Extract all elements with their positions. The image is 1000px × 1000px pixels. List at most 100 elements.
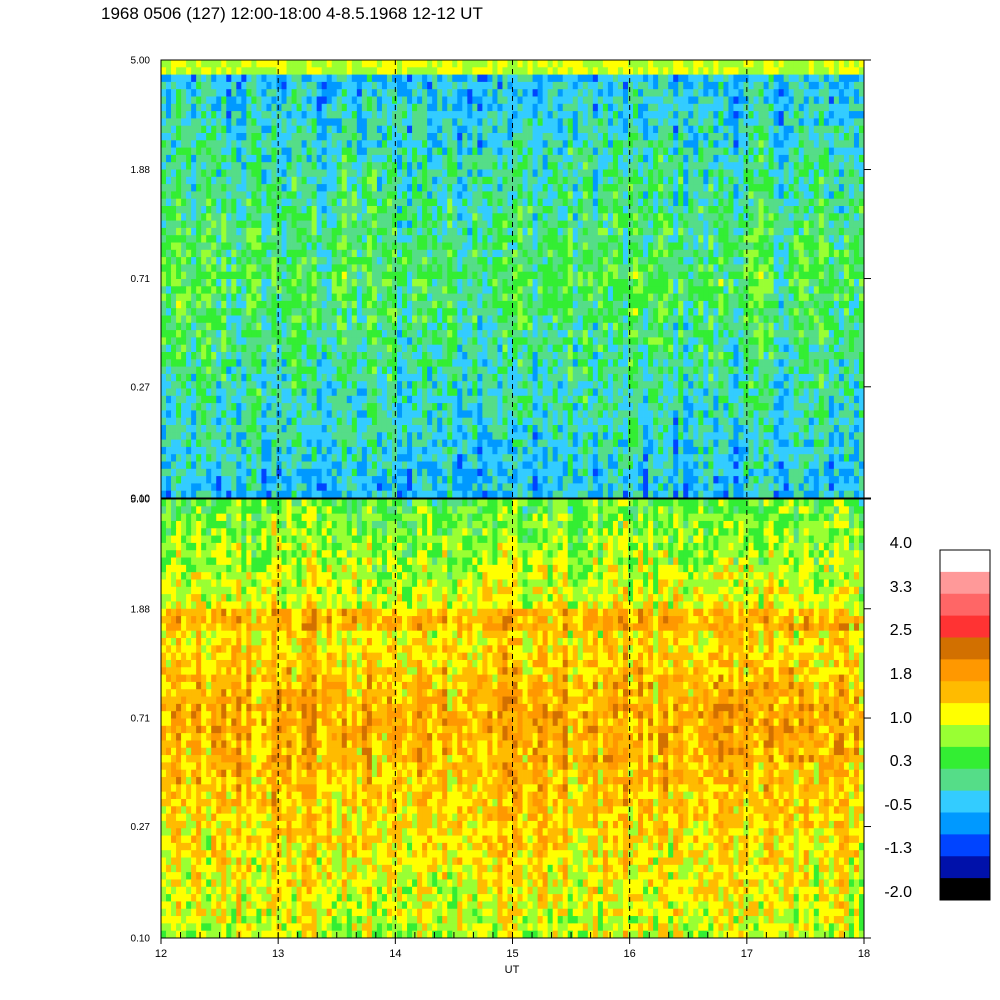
heatmap-cell: [843, 191, 850, 200]
heatmap-cell: [417, 220, 423, 229]
heatmap-cell: [788, 111, 795, 119]
heatmap-cell: [648, 257, 654, 265]
heatmap-cell: [306, 264, 313, 273]
heatmap-cell: [226, 60, 232, 68]
heatmap-cell: [256, 140, 262, 148]
heatmap-cell: [412, 257, 418, 265]
heatmap-cell: [748, 81, 754, 90]
heatmap-cell: [743, 111, 749, 119]
heatmap-cell: [547, 96, 554, 105]
heatmap-cell: [627, 264, 634, 273]
heatmap-cell: [703, 300, 709, 309]
heatmap-cell: [477, 300, 483, 309]
heatmap-cell: [336, 147, 343, 156]
heatmap-cell: [587, 257, 594, 265]
heatmap-cell: [848, 154, 855, 163]
heatmap-cell: [532, 147, 539, 156]
heatmap-cell: [858, 293, 865, 302]
heatmap-cell: [301, 154, 308, 163]
heatmap-cell: [527, 249, 533, 258]
heatmap-cell: [351, 308, 358, 316]
heatmap-cell: [422, 206, 428, 214]
heatmap-cell: [176, 264, 182, 273]
heatmap-cell: [472, 213, 478, 221]
heatmap-cell: [206, 220, 212, 229]
heatmap-cell: [823, 293, 830, 302]
heatmap-cell: [562, 60, 569, 68]
heatmap-cell: [557, 60, 564, 68]
heatmap-cell: [557, 206, 564, 214]
heatmap-cell: [171, 176, 177, 185]
heatmap-cell: [693, 249, 699, 258]
heatmap-cell: [391, 257, 398, 265]
heatmap-cell: [341, 300, 348, 309]
heatmap-cell: [266, 286, 272, 294]
heatmap-cell: [703, 147, 709, 156]
heatmap-cell: [688, 279, 694, 287]
heatmap-cell: [457, 147, 463, 156]
heatmap-cell: [402, 67, 408, 75]
heatmap-cell: [572, 96, 579, 105]
heatmap-cell: [582, 60, 589, 68]
heatmap-cell: [818, 169, 825, 178]
heatmap-cell: [617, 213, 624, 221]
heatmap-cell: [537, 315, 544, 324]
heatmap-cell: [402, 300, 408, 309]
heatmap-cell: [768, 308, 775, 316]
heatmap-cell: [562, 206, 569, 214]
heatmap-cell: [196, 74, 202, 83]
heatmap-cell: [236, 191, 242, 200]
heatmap-cell: [743, 154, 749, 163]
heatmap-cell: [838, 184, 845, 192]
heatmap-cell: [196, 257, 202, 265]
heatmap-cell: [211, 125, 217, 134]
heatmap-cell: [256, 227, 262, 236]
heatmap-cell: [437, 242, 443, 251]
heatmap-cell: [803, 257, 810, 265]
heatmap-cell: [201, 206, 207, 214]
heatmap-cell: [633, 300, 639, 309]
heatmap-cell: [723, 169, 729, 178]
heatmap-cell: [572, 242, 579, 251]
heatmap-cell: [648, 300, 654, 309]
heatmap-cell: [271, 227, 277, 236]
heatmap-cell: [351, 162, 358, 170]
heatmap-cell: [391, 125, 398, 134]
heatmap-cell: [316, 198, 323, 207]
heatmap-cell: [763, 271, 769, 280]
heatmap-cell: [673, 264, 679, 273]
heatmap-cell: [582, 162, 589, 170]
heatmap-cell: [858, 271, 865, 280]
heatmap-cell: [668, 81, 674, 90]
heatmap-cell: [196, 198, 202, 207]
heatmap-cell: [698, 60, 704, 68]
heatmap-cell: [402, 308, 408, 316]
heatmap-cell: [492, 300, 498, 309]
heatmap-cell: [698, 81, 704, 90]
heatmap-cell: [251, 125, 257, 134]
heatmap-cell: [758, 162, 764, 170]
heatmap-cell: [477, 111, 483, 119]
heatmap-cell: [497, 154, 503, 163]
heatmap-cell: [808, 257, 815, 265]
heatmap-cell: [206, 169, 212, 178]
heatmap-cell: [452, 206, 458, 214]
heatmap-cell: [356, 286, 363, 294]
heatmap-cell: [668, 147, 674, 156]
heatmap-cell: [783, 293, 790, 302]
heatmap-cell: [261, 125, 267, 134]
heatmap-cell: [306, 133, 313, 141]
heatmap-cell: [633, 235, 639, 243]
heatmap-cell: [783, 154, 790, 163]
heatmap-cell: [472, 235, 478, 243]
heatmap-cell: [527, 89, 533, 97]
heatmap-cell: [763, 286, 769, 294]
heatmap-cell: [592, 89, 599, 97]
heatmap-cell: [693, 213, 699, 221]
heatmap-cell: [527, 67, 533, 75]
heatmap-cell: [281, 227, 287, 236]
heatmap-cell: [391, 220, 398, 229]
heatmap-cell: [577, 118, 584, 127]
heatmap-cell: [306, 169, 313, 178]
heatmap-cell: [698, 111, 704, 119]
